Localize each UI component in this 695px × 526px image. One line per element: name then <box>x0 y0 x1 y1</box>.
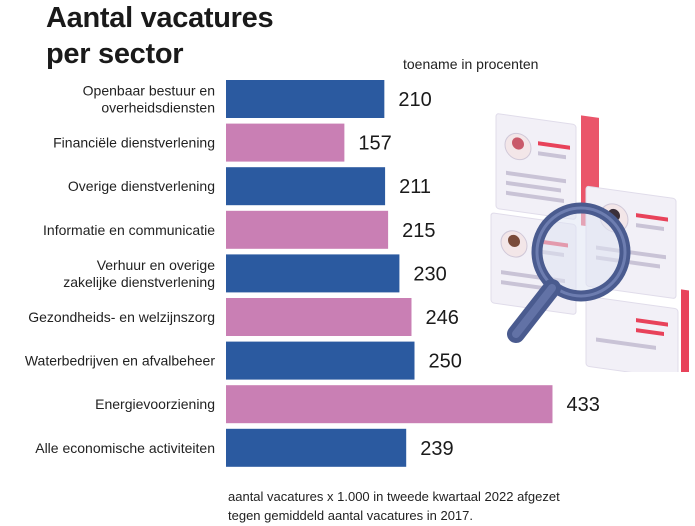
category-label: Openbaar bestuur en <box>83 83 215 99</box>
category-label: Overige dienstverlening <box>68 178 215 194</box>
category-label: Gezondheids- en welzijnszorg <box>28 309 215 325</box>
category-label: Waterbedrijven en afvalbeheer <box>25 353 215 369</box>
vacancy-search-magnifier-icon <box>490 113 689 372</box>
footnote-line-2: tegen gemiddeld aantal vacatures in 2017… <box>228 508 474 523</box>
bar <box>226 385 553 424</box>
value-label: 211 <box>399 176 431 198</box>
category-label: overheidsdiensten <box>101 100 215 116</box>
bar <box>226 298 412 336</box>
bar <box>226 167 386 206</box>
footnote-line-1: aantal vacatures x 1.000 in tweede kwart… <box>228 489 560 504</box>
title-line-2: per sector <box>46 38 184 70</box>
bar <box>226 428 407 467</box>
value-label: 210 <box>398 89 431 111</box>
value-label: 433 <box>566 394 599 416</box>
bar <box>226 123 345 162</box>
title-line-1: Aantal vacatures <box>46 2 274 34</box>
category-label: Financiële dienstverlening <box>53 135 215 151</box>
category-label: zakelijke dienstverlening <box>63 274 215 290</box>
chart-subtitle: toename in procenten <box>403 56 539 72</box>
value-label: 250 <box>429 351 462 373</box>
chart-title: Aantal vacatures per sector <box>46 0 274 72</box>
value-label: 246 <box>425 307 458 329</box>
category-label: Verhuur en overige <box>97 257 216 273</box>
value-label: 239 <box>420 438 453 460</box>
bar <box>226 254 400 293</box>
category-label: Energievoorziening <box>95 396 215 412</box>
category-label: Alle economische activiteiten <box>35 440 215 456</box>
bar <box>226 80 385 118</box>
bar <box>226 210 389 249</box>
bar <box>226 341 415 380</box>
chart-footnote: aantal vacatures x 1.000 in tweede kwart… <box>228 487 560 525</box>
value-label: 230 <box>413 263 446 285</box>
value-label: 157 <box>358 133 391 155</box>
value-label: 215 <box>402 220 435 242</box>
category-label: Informatie en communicatie <box>43 222 215 238</box>
